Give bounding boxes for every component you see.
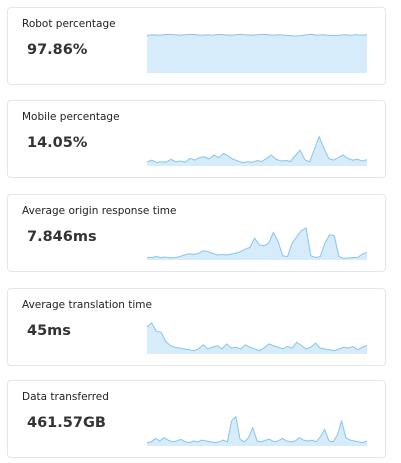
metric-title: Average translation time [22, 299, 152, 311]
sparkline-area [147, 136, 367, 166]
metric-card-robot-percentage: Robot percentage 97.86% [7, 7, 386, 85]
metric-value: 14.05% [27, 135, 88, 151]
metric-value: 45ms [27, 323, 71, 339]
metric-title: Robot percentage [22, 18, 116, 30]
sparkline-area [147, 416, 367, 446]
metric-title: Mobile percentage [22, 111, 120, 123]
sparkline [146, 416, 368, 446]
sparkline-line [147, 227, 368, 259]
sparkline [147, 227, 368, 260]
metric-card-mobile-percentage: Mobile percentage 14.05% [7, 100, 386, 178]
metric-card-data-transferred: Data transferred 461.57GB [7, 380, 386, 458]
metric-title: Data transferred [22, 391, 109, 403]
sparkline-area [147, 228, 367, 260]
metric-card-average-translation-time: Average translation time 45ms [7, 288, 386, 366]
metric-value: 7.846ms [27, 229, 97, 245]
sparkline-line [146, 136, 368, 164]
metric-value: 461.57GB [27, 415, 106, 431]
sparkline [146, 33, 368, 73]
metric-value: 97.86% [27, 42, 88, 58]
sparkline-line [146, 33, 368, 37]
sparkline-line [146, 322, 368, 352]
metric-card-average-origin-response-time: Average origin response time 7.846ms [7, 194, 386, 272]
sparkline-line [146, 416, 368, 444]
sparkline-area [147, 34, 367, 73]
metric-title: Average origin response time [22, 205, 177, 217]
sparkline [146, 322, 368, 354]
sparkline [146, 136, 368, 166]
